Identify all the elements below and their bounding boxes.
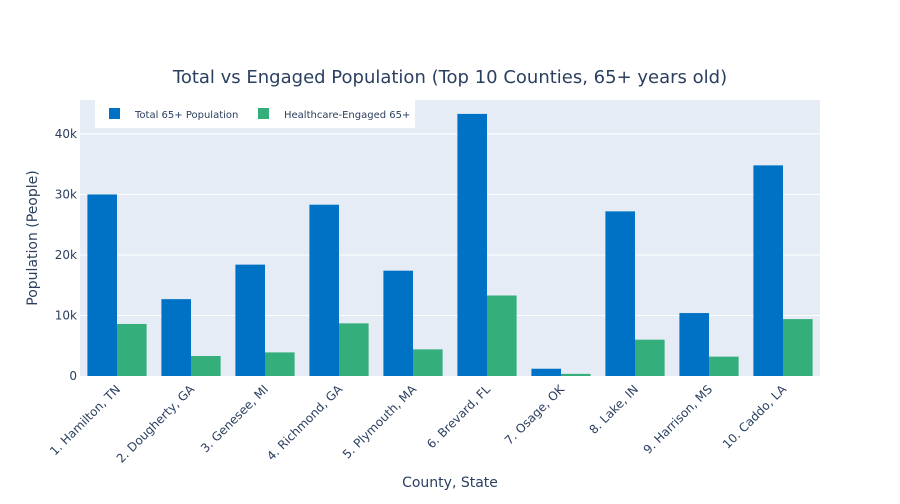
bar-engaged[interactable] (783, 319, 813, 376)
y-tick-label: 10k (55, 308, 77, 322)
bar-total[interactable] (161, 299, 191, 376)
bar-total[interactable] (531, 368, 561, 376)
bar-engaged[interactable] (413, 349, 443, 376)
bar-engaged[interactable] (339, 323, 369, 376)
bar-engaged[interactable] (265, 352, 295, 376)
x-axis-title: County, State (402, 475, 498, 491)
bar-total[interactable] (605, 211, 635, 376)
bar-engaged[interactable] (561, 373, 591, 376)
bar-total[interactable] (457, 113, 487, 376)
bar-total[interactable] (235, 264, 265, 376)
bar-total[interactable] (383, 270, 413, 376)
x-axis: 1. Hamilton, TN2. Dougherty, GA 3. Genese… (47, 381, 790, 465)
bar-engaged[interactable] (117, 323, 147, 376)
x-tick-label: 9. Harrison, MS (641, 382, 716, 457)
y-tick-label: 40k (55, 127, 77, 141)
legend-swatch-total (109, 108, 120, 119)
y-axis: 0 10k 20k 30k 40k (55, 127, 77, 383)
x-tick-label: 5. Plymouth, MA (340, 382, 420, 462)
bar-engaged[interactable] (191, 356, 221, 376)
x-tick-label: 4. Richmond, GA (264, 382, 346, 464)
legend-swatch-engaged (258, 108, 269, 119)
bar-total[interactable] (87, 194, 117, 376)
y-tick-label: 30k (55, 187, 77, 201)
legend-background (95, 100, 415, 128)
y-tick-label: 20k (55, 248, 77, 262)
x-tick-label: 8. Lake, IN (586, 382, 641, 437)
bar-engaged[interactable] (635, 339, 665, 376)
x-tick-label: 6. Brevard, FL (424, 382, 493, 451)
bar-total[interactable] (679, 313, 709, 376)
legend-label-engaged: Healthcare-Engaged 65+ (284, 110, 410, 121)
x-tick-label: 1. Hamilton, TN (47, 382, 123, 458)
y-axis-title: Population (People) (25, 170, 41, 305)
x-tick-label: 3. Genesee, MI (198, 382, 271, 455)
y-tick-label: 0 (69, 369, 77, 383)
x-tick-label: 7. Osage, OK (502, 381, 568, 447)
x-tick-label: 2. Dougherty, GA (114, 382, 198, 466)
x-tick-label: 10. Caddo, LA (720, 382, 790, 452)
chart-title: Total vs Engaged Population (Top 10 Coun… (172, 67, 727, 88)
legend[interactable]: Total 65+ Population Healthcare-Engaged … (95, 100, 415, 128)
bar-total[interactable] (753, 165, 783, 376)
bar-engaged[interactable] (709, 356, 739, 376)
bar-total[interactable] (309, 204, 339, 376)
bars (87, 113, 813, 377)
bar-engaged[interactable] (487, 295, 517, 377)
legend-label-total: Total 65+ Population (134, 110, 238, 121)
